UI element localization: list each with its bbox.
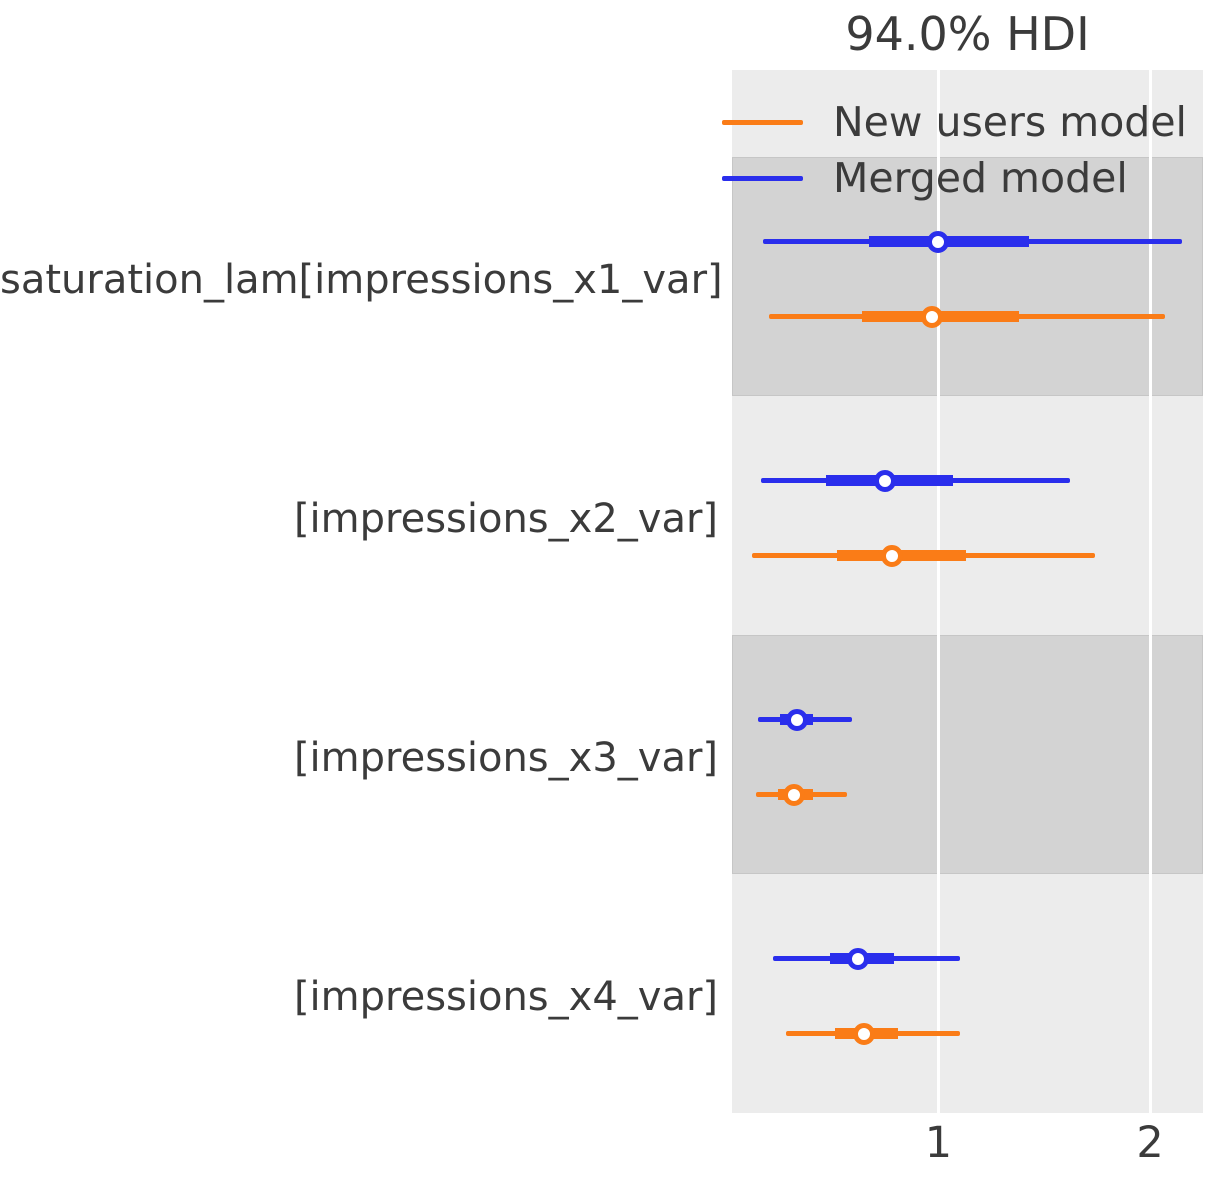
median-dot bbox=[927, 230, 950, 253]
row-label: [impressions_x2_var] bbox=[293, 495, 718, 542]
row-label: saturation_lam[impressions_x1_var] bbox=[0, 256, 723, 303]
legend-line-orange-icon bbox=[722, 119, 803, 125]
chart-title: 94.0% HDI bbox=[845, 7, 1090, 61]
legend-label: New users model bbox=[833, 98, 1187, 146]
gridline bbox=[1148, 70, 1152, 1113]
median-dot bbox=[783, 783, 806, 806]
x-axis-tick-label: 2 bbox=[1136, 1118, 1164, 1168]
legend-item-merged-model: Merged model bbox=[722, 154, 1128, 202]
median-dot bbox=[846, 947, 869, 970]
median-dot bbox=[880, 544, 903, 567]
gridline bbox=[936, 70, 940, 1113]
median-dot bbox=[874, 469, 897, 492]
row-label: [impressions_x4_var] bbox=[293, 973, 718, 1020]
median-dot bbox=[921, 305, 944, 328]
median-dot bbox=[853, 1022, 876, 1045]
legend-item-new-users-model: New users model bbox=[722, 98, 1187, 146]
shaded-band bbox=[732, 157, 1203, 396]
legend-label: Merged model bbox=[833, 154, 1128, 202]
plot-area bbox=[732, 70, 1203, 1113]
x-axis-tick-label: 1 bbox=[924, 1118, 953, 1168]
shaded-band bbox=[732, 635, 1203, 874]
row-label: [impressions_x3_var] bbox=[293, 734, 718, 781]
legend-line-blue-icon bbox=[722, 175, 803, 181]
median-dot bbox=[785, 708, 808, 731]
